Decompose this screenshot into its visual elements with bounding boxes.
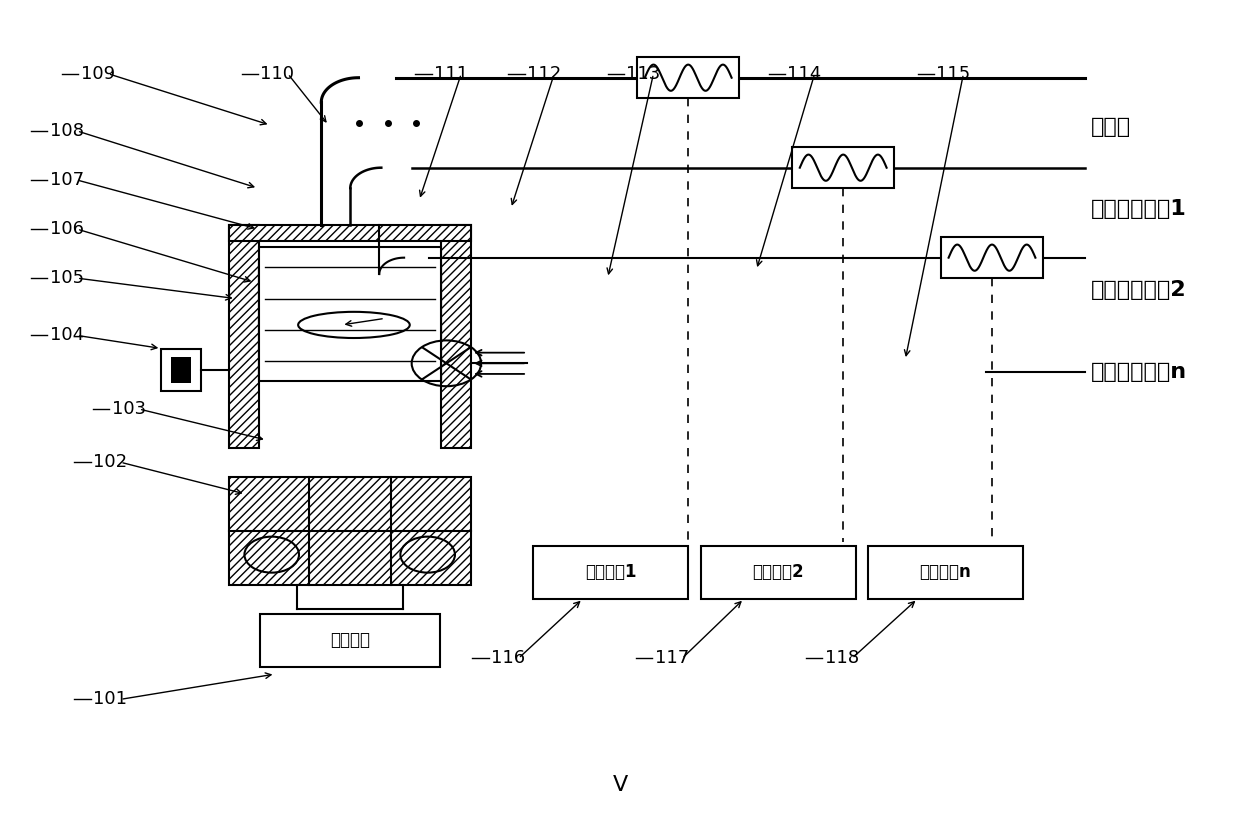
Text: 113: 113	[626, 65, 661, 83]
Bar	[701, 546, 856, 599]
Text: V: V	[613, 775, 627, 795]
Bar	[441, 225, 471, 448]
Text: 111: 111	[434, 65, 469, 83]
Text: 110: 110	[260, 65, 294, 83]
Text: 108: 108	[50, 122, 83, 140]
Text: 112: 112	[527, 65, 562, 83]
Bar	[260, 614, 440, 667]
Circle shape	[401, 537, 455, 573]
Text: 118: 118	[825, 649, 859, 667]
Text: 滴定试剂通道1: 滴定试剂通道1	[1091, 199, 1187, 218]
Text: 117: 117	[655, 649, 689, 667]
Text: 106: 106	[50, 220, 83, 238]
Bar	[868, 546, 1023, 599]
Bar	[259, 247, 441, 381]
Bar	[161, 348, 201, 391]
Bar	[792, 147, 894, 188]
Circle shape	[244, 537, 299, 573]
Text: 107: 107	[50, 171, 84, 189]
Text: 温控装置2: 温控装置2	[753, 563, 804, 582]
Bar	[941, 237, 1043, 278]
Bar	[229, 477, 471, 585]
Text: 101: 101	[93, 690, 126, 708]
Text: 103: 103	[112, 400, 146, 418]
Text: 滴定试剂通道n: 滴定试剂通道n	[1091, 362, 1188, 382]
Text: 指示剂: 指示剂	[1091, 117, 1131, 137]
Text: 温控装置: 温控装置	[330, 631, 371, 649]
Bar	[229, 225, 471, 240]
Text: 滴定试剂通道2: 滴定试剂通道2	[1091, 281, 1187, 300]
Polygon shape	[171, 357, 191, 383]
Text: 116: 116	[491, 649, 526, 667]
Text: 102: 102	[93, 453, 128, 471]
Text: 温控装置1: 温控装置1	[585, 563, 636, 582]
Bar	[259, 263, 441, 380]
Text: 115: 115	[936, 65, 971, 83]
Text: 109: 109	[81, 65, 115, 83]
Bar	[229, 225, 259, 448]
Text: 温控装置n: 温控装置n	[920, 563, 971, 582]
Bar	[533, 546, 688, 599]
Text: 105: 105	[50, 269, 84, 287]
Text: 104: 104	[50, 326, 84, 344]
Bar	[637, 57, 739, 98]
Text: 114: 114	[787, 65, 822, 83]
